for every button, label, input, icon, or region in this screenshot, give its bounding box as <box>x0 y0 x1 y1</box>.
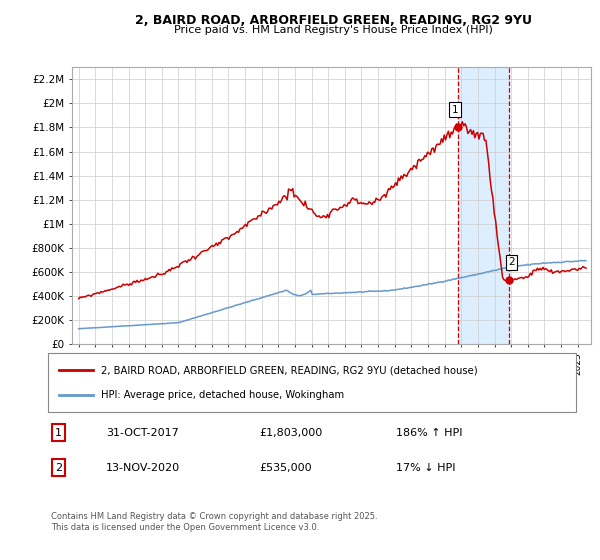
Text: Contains HM Land Registry data © Crown copyright and database right 2025.
This d: Contains HM Land Registry data © Crown c… <box>51 512 377 532</box>
FancyBboxPatch shape <box>48 353 576 412</box>
Text: 31-OCT-2017: 31-OCT-2017 <box>106 428 179 438</box>
Text: £535,000: £535,000 <box>259 463 312 473</box>
Text: 2: 2 <box>55 463 62 473</box>
Bar <box>458 67 509 344</box>
Text: 186% ↑ HPI: 186% ↑ HPI <box>397 428 463 438</box>
Text: 13-NOV-2020: 13-NOV-2020 <box>106 463 180 473</box>
Text: 2, BAIRD ROAD, ARBORFIELD GREEN, READING, RG2 9YU (detached house): 2, BAIRD ROAD, ARBORFIELD GREEN, READING… <box>101 366 478 375</box>
Text: 2, BAIRD ROAD, ARBORFIELD GREEN, READING, RG2 9YU: 2, BAIRD ROAD, ARBORFIELD GREEN, READING… <box>134 14 532 27</box>
Text: HPI: Average price, detached house, Wokingham: HPI: Average price, detached house, Woki… <box>101 390 344 400</box>
Text: 17% ↓ HPI: 17% ↓ HPI <box>397 463 456 473</box>
Text: 1: 1 <box>452 105 458 115</box>
Text: Price paid vs. HM Land Registry's House Price Index (HPI): Price paid vs. HM Land Registry's House … <box>173 25 493 35</box>
Text: 2: 2 <box>508 258 515 268</box>
Text: £1,803,000: £1,803,000 <box>259 428 322 438</box>
Text: 1: 1 <box>55 428 62 438</box>
